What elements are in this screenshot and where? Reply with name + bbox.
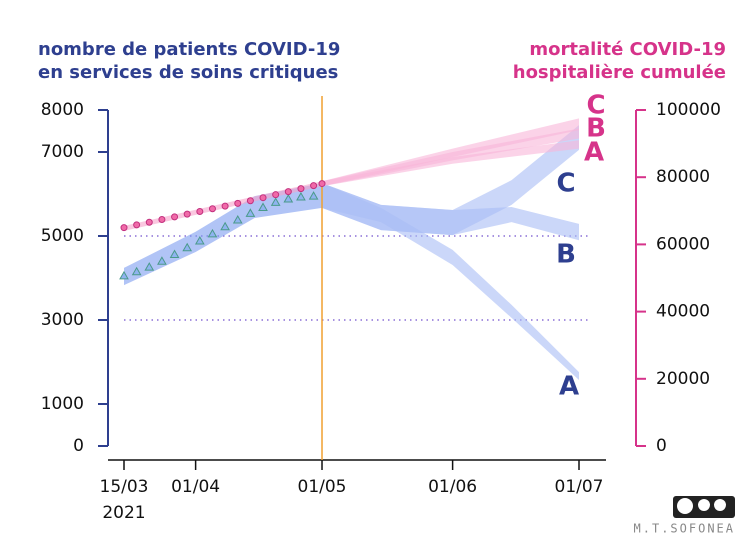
y2-tick-label: 40000 — [656, 302, 710, 322]
y-tick-label: 8000 — [41, 100, 84, 120]
y2-tick-label: 60000 — [656, 234, 710, 254]
x-tick-label: 01/06 — [428, 477, 477, 497]
license-icon — [673, 496, 735, 518]
point — [182, 242, 193, 252]
point — [171, 213, 179, 221]
band — [322, 118, 579, 187]
scenario-label: B — [586, 114, 606, 144]
point — [308, 191, 319, 200]
x-tick-label: 01/07 — [555, 477, 604, 497]
scenario-label: C — [556, 169, 575, 199]
point — [259, 194, 267, 202]
point — [157, 256, 167, 265]
scenario-label: B — [556, 240, 576, 270]
y2-tick-label: 0 — [656, 436, 667, 456]
point — [297, 185, 305, 193]
point — [194, 236, 205, 245]
point — [144, 262, 155, 271]
point — [318, 180, 326, 188]
point — [232, 215, 243, 224]
scenario-label: A — [559, 372, 579, 402]
point — [196, 207, 204, 215]
point — [221, 202, 229, 210]
point — [272, 191, 280, 199]
y-axis-title: nombre de patients COVID-19 — [38, 39, 340, 60]
point — [145, 218, 153, 226]
point — [310, 182, 318, 190]
point — [296, 191, 306, 201]
point — [169, 249, 180, 258]
y-tick-label: 7000 — [41, 142, 84, 162]
y2-axis-title: mortalité COVID-19 — [529, 39, 726, 60]
point — [119, 270, 129, 280]
point — [183, 210, 191, 218]
y-tick-label: 3000 — [41, 310, 84, 330]
point — [258, 202, 268, 211]
y2-tick-label: 80000 — [656, 167, 710, 187]
x-tick-label: 01/05 — [298, 477, 347, 497]
point — [120, 224, 128, 232]
y2-axis-title: hospitalière cumulée — [513, 62, 726, 83]
band — [322, 140, 579, 187]
point — [246, 197, 254, 205]
y-tick-label: 5000 — [41, 226, 84, 246]
author: M.T.SOFONEA — [634, 522, 735, 536]
y-axis-title: en services de soins critiques — [38, 62, 338, 83]
x-tick-label: 15/03 — [100, 477, 149, 497]
point — [131, 266, 142, 276]
point — [283, 194, 294, 203]
x-tick-label: 01/04 — [171, 477, 220, 497]
point — [158, 216, 166, 224]
scenario-label: A — [584, 138, 604, 168]
y-tick-label: 1000 — [41, 394, 84, 414]
point — [220, 221, 230, 231]
point — [234, 199, 242, 207]
point — [284, 188, 292, 196]
year-label: 2021 — [102, 503, 145, 523]
point — [245, 208, 256, 217]
y2-tick-label: 20000 — [656, 369, 710, 389]
point — [133, 221, 141, 229]
scenario-label: C — [586, 91, 605, 121]
y-tick-label: 0 — [73, 436, 84, 456]
point — [207, 228, 218, 238]
y2-tick-label: 100000 — [656, 100, 721, 120]
point — [208, 205, 216, 213]
band — [124, 183, 323, 286]
point — [270, 197, 281, 206]
band — [322, 125, 579, 236]
